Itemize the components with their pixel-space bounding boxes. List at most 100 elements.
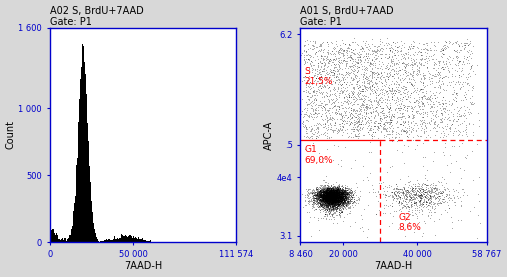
- Point: [349, 107, 357, 112]
- Point: [324, 192, 333, 196]
- Point: [330, 202, 338, 206]
- Point: [335, 201, 343, 205]
- Point: [308, 106, 316, 110]
- Point: [311, 196, 319, 200]
- Point: [332, 95, 340, 100]
- Point: [339, 188, 347, 193]
- Point: [314, 192, 322, 197]
- Point: [346, 122, 354, 126]
- Point: [381, 120, 389, 125]
- Point: [453, 57, 461, 62]
- Point: [335, 193, 343, 197]
- Point: [322, 196, 331, 201]
- Point: [322, 190, 330, 194]
- Point: [322, 198, 330, 202]
- Point: [330, 192, 338, 197]
- Point: [327, 201, 335, 205]
- Point: [411, 61, 419, 65]
- Point: [308, 191, 316, 195]
- Point: [327, 191, 335, 196]
- Point: [334, 193, 342, 198]
- Point: [342, 105, 350, 110]
- Point: [327, 188, 335, 192]
- Point: [320, 193, 329, 197]
- Point: [310, 97, 318, 102]
- Point: [336, 200, 344, 204]
- Point: [321, 183, 330, 188]
- Point: [335, 188, 343, 192]
- Point: [334, 68, 342, 72]
- Point: [323, 189, 331, 194]
- Point: [339, 189, 347, 194]
- Point: [321, 107, 329, 111]
- Point: [320, 196, 329, 201]
- Point: [327, 193, 335, 197]
- Point: [331, 202, 339, 207]
- Point: [336, 193, 344, 198]
- Point: [384, 94, 392, 99]
- Point: [422, 202, 430, 207]
- Point: [338, 46, 346, 51]
- Point: [335, 196, 343, 201]
- Point: [347, 94, 355, 99]
- Point: [342, 196, 350, 200]
- Point: [316, 198, 324, 202]
- Point: [324, 60, 332, 65]
- Point: [329, 188, 337, 193]
- Point: [364, 178, 372, 182]
- Point: [435, 83, 443, 87]
- Point: [325, 195, 333, 199]
- Point: [323, 189, 332, 193]
- Point: [332, 107, 340, 111]
- Point: [353, 86, 361, 91]
- Point: [330, 194, 338, 199]
- Point: [449, 193, 457, 197]
- Point: [320, 190, 328, 195]
- Point: [323, 196, 331, 200]
- Point: [347, 67, 355, 72]
- Point: [332, 202, 340, 207]
- Point: [370, 116, 378, 120]
- Point: [347, 197, 355, 202]
- Point: [347, 81, 355, 86]
- Point: [377, 130, 385, 135]
- Point: [340, 115, 348, 119]
- Point: [327, 204, 335, 208]
- Point: [454, 42, 462, 46]
- Point: [335, 200, 343, 204]
- Point: [383, 61, 391, 65]
- Point: [331, 199, 339, 204]
- Point: [305, 210, 313, 215]
- Point: [441, 45, 449, 49]
- Point: [347, 111, 355, 116]
- Point: [321, 193, 330, 197]
- Point: [329, 192, 337, 196]
- Point: [417, 182, 425, 187]
- Point: [322, 193, 331, 198]
- Point: [322, 193, 330, 197]
- Point: [321, 101, 329, 106]
- Point: [338, 191, 346, 196]
- Point: [320, 189, 328, 193]
- Point: [329, 96, 337, 101]
- Point: [318, 199, 327, 204]
- Point: [362, 113, 370, 118]
- Point: [334, 192, 342, 196]
- Point: [400, 84, 408, 88]
- Point: [333, 196, 341, 201]
- Point: [340, 194, 348, 199]
- Point: [310, 46, 318, 51]
- Point: [322, 187, 331, 191]
- Point: [323, 195, 331, 199]
- Point: [393, 125, 401, 129]
- Point: [331, 194, 339, 199]
- Point: [331, 203, 339, 207]
- Point: [388, 67, 396, 72]
- Point: [329, 194, 337, 199]
- Point: [333, 200, 341, 204]
- Point: [336, 194, 344, 198]
- Point: [339, 199, 347, 203]
- Point: [356, 189, 364, 193]
- Point: [416, 87, 424, 92]
- Point: [438, 191, 446, 195]
